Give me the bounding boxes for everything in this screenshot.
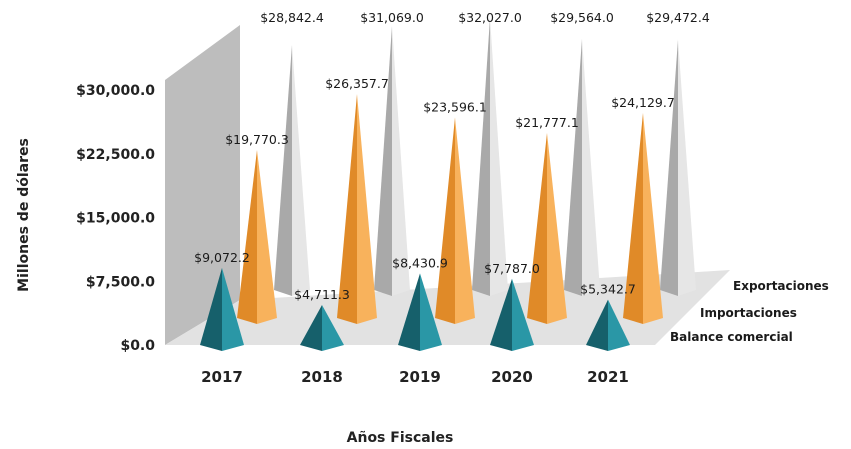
x-tick-label: 2019 — [399, 368, 441, 386]
cone-balance-comercial — [300, 304, 344, 351]
cone-face-light — [322, 304, 344, 351]
cone-face-light — [678, 39, 696, 297]
cone-face-dark — [374, 25, 392, 296]
x-tick-label: 2020 — [491, 368, 533, 386]
cone-face-dark — [337, 93, 357, 324]
cone-face-light — [420, 273, 442, 351]
cone-face-dark — [586, 299, 608, 351]
cone-face-light — [490, 17, 508, 296]
cone-exportaciones — [472, 17, 508, 296]
data-label: $9,072.2 — [194, 250, 250, 265]
cone-exportaciones — [660, 39, 696, 297]
x-tick-label: 2017 — [201, 368, 243, 386]
cone-face-dark — [490, 278, 512, 351]
cone-importaciones — [435, 117, 475, 324]
cone-face-dark — [237, 149, 257, 324]
data-label: $19,770.3 — [225, 132, 289, 147]
data-label: $24,129.7 — [611, 95, 675, 110]
cone-face-light — [547, 132, 567, 324]
cone-face-light — [582, 38, 600, 297]
cone-balance-comercial — [586, 299, 630, 351]
cone-exportaciones — [274, 44, 310, 296]
cone-face-dark — [300, 304, 322, 351]
cone-face-dark — [398, 273, 420, 351]
cone-face-light — [257, 149, 277, 324]
cone-face-light — [643, 112, 663, 324]
cone-importaciones — [527, 132, 567, 324]
data-label: $5,342.7 — [580, 282, 636, 297]
data-label: $32,027.0 — [458, 10, 522, 25]
cone-importaciones — [237, 149, 277, 324]
y-tick-label: $30,000.0 — [76, 83, 155, 99]
cone-balance-comercial — [200, 267, 244, 351]
y-tick-label: $7,500.0 — [86, 274, 155, 290]
x-tick-label: 2018 — [301, 368, 343, 386]
x-axis-label: Años Fiscales — [347, 430, 454, 446]
data-label: $21,777.1 — [515, 115, 579, 130]
data-label: $8,430.9 — [392, 255, 448, 270]
cone-face-light — [357, 93, 377, 324]
data-label: $4,711.3 — [294, 287, 350, 302]
data-label: $23,596.1 — [423, 99, 487, 114]
cone-face-light — [512, 278, 534, 351]
back-wall — [165, 25, 240, 345]
x-tick-label: 2021 — [587, 368, 629, 386]
cone-balance-comercial — [398, 273, 442, 351]
cone-face-light — [608, 299, 630, 351]
cone-exportaciones — [564, 38, 600, 297]
data-label: $29,564.0 — [550, 10, 614, 25]
cone-importaciones — [337, 93, 377, 324]
data-label: $31,069.0 — [360, 10, 424, 25]
data-label: $26,357.7 — [325, 76, 389, 91]
cone-face-dark — [274, 44, 292, 296]
y-axis-label: Millones de dólares — [16, 138, 32, 292]
cone-face-dark — [623, 112, 643, 324]
series-label: Balance comercial — [670, 330, 793, 344]
cone-face-light — [392, 25, 410, 296]
y-tick-label: $0.0 — [120, 338, 155, 354]
cone-face-light — [292, 44, 310, 296]
cone-importaciones — [623, 112, 663, 324]
y-tick-label: $22,500.0 — [76, 147, 155, 163]
cone-face-light — [455, 117, 475, 324]
cone-exportaciones — [374, 25, 410, 296]
data-label: $28,842.4 — [260, 10, 324, 25]
cone-face-dark — [564, 38, 582, 297]
cone-face-dark — [200, 267, 222, 351]
cone-balance-comercial — [490, 278, 534, 351]
y-tick-label: $15,000.0 — [76, 211, 155, 227]
series-label: Exportaciones — [733, 279, 829, 293]
data-label: $29,472.4 — [646, 10, 710, 25]
series-label: Importaciones — [700, 306, 797, 320]
data-label: $7,787.0 — [484, 261, 540, 276]
cone-face-light — [222, 267, 244, 351]
cone-face-dark — [660, 39, 678, 297]
cone-face-dark — [472, 17, 490, 296]
cone-face-dark — [527, 132, 547, 324]
cone-face-dark — [435, 117, 455, 324]
